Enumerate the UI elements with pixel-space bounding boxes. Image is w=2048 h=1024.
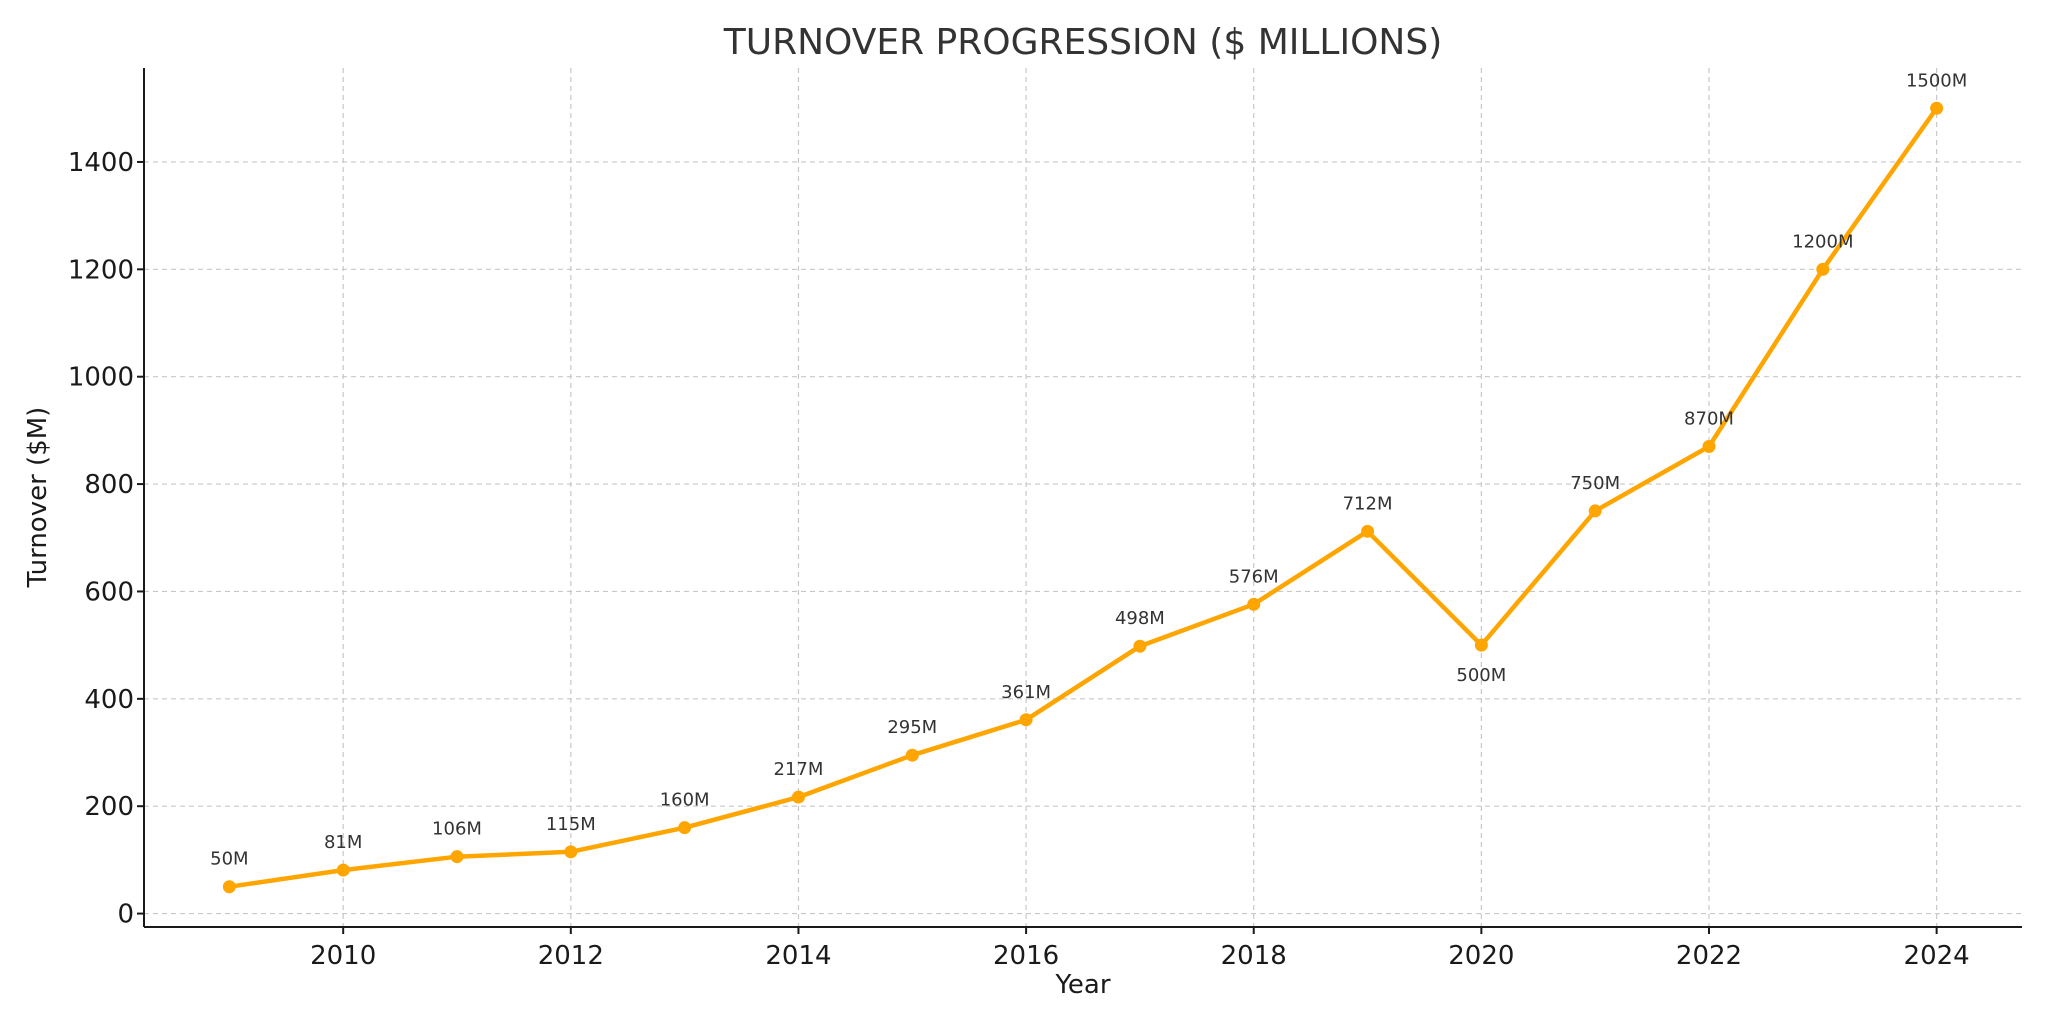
- x-tick-label: 2022: [1676, 941, 1742, 971]
- x-tick-label: 2012: [538, 941, 604, 971]
- data-label: 160M: [660, 790, 710, 811]
- data-point: [450, 850, 464, 864]
- data-label: 576M: [1229, 566, 1279, 587]
- x-axis-label: Year: [1054, 970, 1110, 1000]
- data-label: 295M: [887, 717, 937, 738]
- data-point: [336, 863, 350, 877]
- data-label: 500M: [1456, 665, 1506, 686]
- data-label: 217M: [774, 759, 824, 780]
- data-point: [1474, 638, 1488, 652]
- data-label: 1500M: [1906, 70, 1967, 91]
- axes: [143, 68, 2022, 928]
- data-point: [1816, 262, 1830, 276]
- data-label: 81M: [324, 832, 362, 853]
- y-tick-label: 0: [117, 900, 134, 930]
- data-point: [222, 880, 236, 894]
- tick-labels: 2010 2012 2014 2016 2018 2020 2022 2024 0 200 400 6…: [68, 148, 1970, 971]
- data-labels: 50M 81M 106M 115M 160M 217M 295M 361M 498M 576M 71…: [210, 70, 1967, 869]
- x-tick-label: 2018: [1221, 941, 1287, 971]
- data-point: [1361, 524, 1375, 538]
- data-label: 712M: [1343, 493, 1393, 514]
- data-label: 498M: [1115, 608, 1165, 629]
- x-tick-label: 2010: [310, 941, 376, 971]
- data-label: 106M: [432, 819, 482, 840]
- data-point: [1133, 639, 1147, 653]
- x-tick-label: 2024: [1904, 941, 1970, 971]
- y-axis-label: Turnover ($M): [23, 407, 53, 589]
- data-label: 870M: [1684, 408, 1734, 429]
- x-tick-label: 2020: [1448, 941, 1514, 971]
- data-point: [564, 845, 578, 859]
- y-tick-label: 1000: [68, 363, 134, 393]
- y-tick-label: 800: [84, 470, 134, 500]
- data-point: [1702, 439, 1716, 453]
- data-point: [1247, 597, 1261, 611]
- x-tick-label: 2014: [765, 941, 831, 971]
- data-label: 50M: [210, 849, 248, 870]
- series-turnover: [222, 101, 1944, 894]
- data-point: [791, 790, 805, 804]
- y-tick-label: 200: [84, 792, 134, 822]
- series-line: [227, 106, 1939, 889]
- y-tick-label: 1400: [68, 148, 134, 178]
- data-point: [1588, 504, 1602, 518]
- y-tick-label: 1200: [68, 255, 134, 285]
- data-label: 361M: [1001, 682, 1051, 703]
- data-point: [905, 748, 919, 762]
- data-label: 1200M: [1792, 231, 1853, 252]
- chart-title: TURNOVER PROGRESSION ($ MILLIONS): [723, 22, 1443, 63]
- y-tick-label: 400: [84, 685, 134, 715]
- data-point: [1930, 101, 1944, 115]
- data-point: [678, 821, 692, 835]
- data-point: [1019, 713, 1033, 727]
- y-tick-label: 600: [84, 577, 134, 607]
- x-tick-label: 2016: [993, 941, 1059, 971]
- data-label: 750M: [1570, 473, 1620, 494]
- data-label: 115M: [546, 814, 596, 835]
- grid: [144, 68, 2022, 927]
